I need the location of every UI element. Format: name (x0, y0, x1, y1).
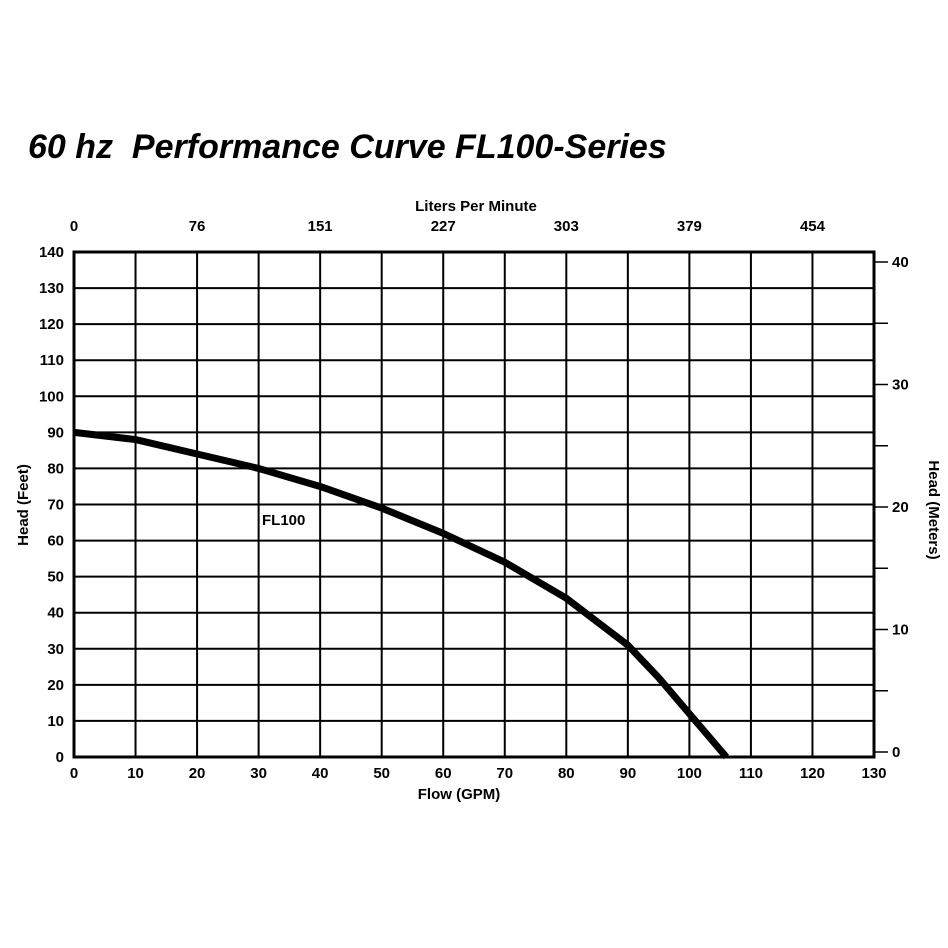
x-tick-label: 0 (70, 765, 78, 782)
y-tick-label: 50 (47, 569, 64, 586)
x-tick-label: 60 (435, 765, 452, 782)
y-tick-label: 40 (47, 605, 64, 622)
y-tick-label: 0 (56, 749, 64, 766)
y-tick-label: 120 (39, 316, 64, 333)
x-tick-label: 30 (250, 765, 267, 782)
series-line-fl100 (73, 428, 729, 760)
y-tick-label: 60 (47, 533, 64, 550)
x2-tick-label: 227 (431, 218, 456, 235)
x2-tick-label: 454 (800, 218, 826, 235)
y-tick-label: 110 (40, 352, 64, 369)
series-label-fl100: FL100 (262, 512, 305, 529)
y-axis-label: Head (Feet) (15, 464, 32, 546)
x-tick-label: 70 (496, 765, 513, 782)
y2-tick-label: 10 (892, 622, 909, 639)
x-tick-label: 100 (677, 765, 702, 782)
y2-tick-label: 40 (892, 254, 909, 271)
y2-tick-label: 20 (892, 499, 909, 516)
y-tick-label: 100 (39, 388, 64, 405)
x2-tick-label: 151 (308, 218, 333, 235)
y-tick-label: 10 (47, 713, 64, 730)
plot-frame (72, 250, 876, 759)
chart-title: 60 hz Performance Curve FL100-Series (28, 128, 667, 166)
y2-tick-label: 30 (892, 377, 909, 394)
x-axis-label: Flow (GPM) (418, 786, 501, 803)
y-tick-label: 80 (47, 460, 64, 477)
x2-axis-label: Liters Per Minute (415, 198, 537, 215)
x-tick-label: 130 (861, 765, 886, 782)
x-tick-label: 40 (312, 765, 329, 782)
x2-tick-label: 379 (677, 218, 702, 235)
x-tick-label: 120 (800, 765, 825, 782)
x-tick-label: 20 (189, 765, 206, 782)
x-tick-label: 80 (558, 765, 575, 782)
y2-axis-label: Head (Meters) (925, 460, 942, 559)
x-tick-label: 50 (373, 765, 390, 782)
x2-tick-label: 76 (189, 218, 206, 235)
x2-tick-label: 0 (70, 218, 78, 235)
y-tick-label: 140 (39, 244, 64, 261)
y-tick-label: 30 (47, 641, 64, 658)
x-tick-label: 10 (127, 765, 144, 782)
y2-tick-label: 0 (892, 744, 900, 761)
y-tick-label: 90 (47, 424, 64, 441)
x2-tick-label: 303 (554, 218, 579, 235)
x-tick-label: 110 (739, 765, 763, 782)
y-tick-label: 70 (47, 497, 64, 514)
x-tick-label: 90 (620, 765, 637, 782)
y-tick-label: 20 (47, 677, 64, 694)
y-tick-label: 130 (39, 280, 64, 297)
